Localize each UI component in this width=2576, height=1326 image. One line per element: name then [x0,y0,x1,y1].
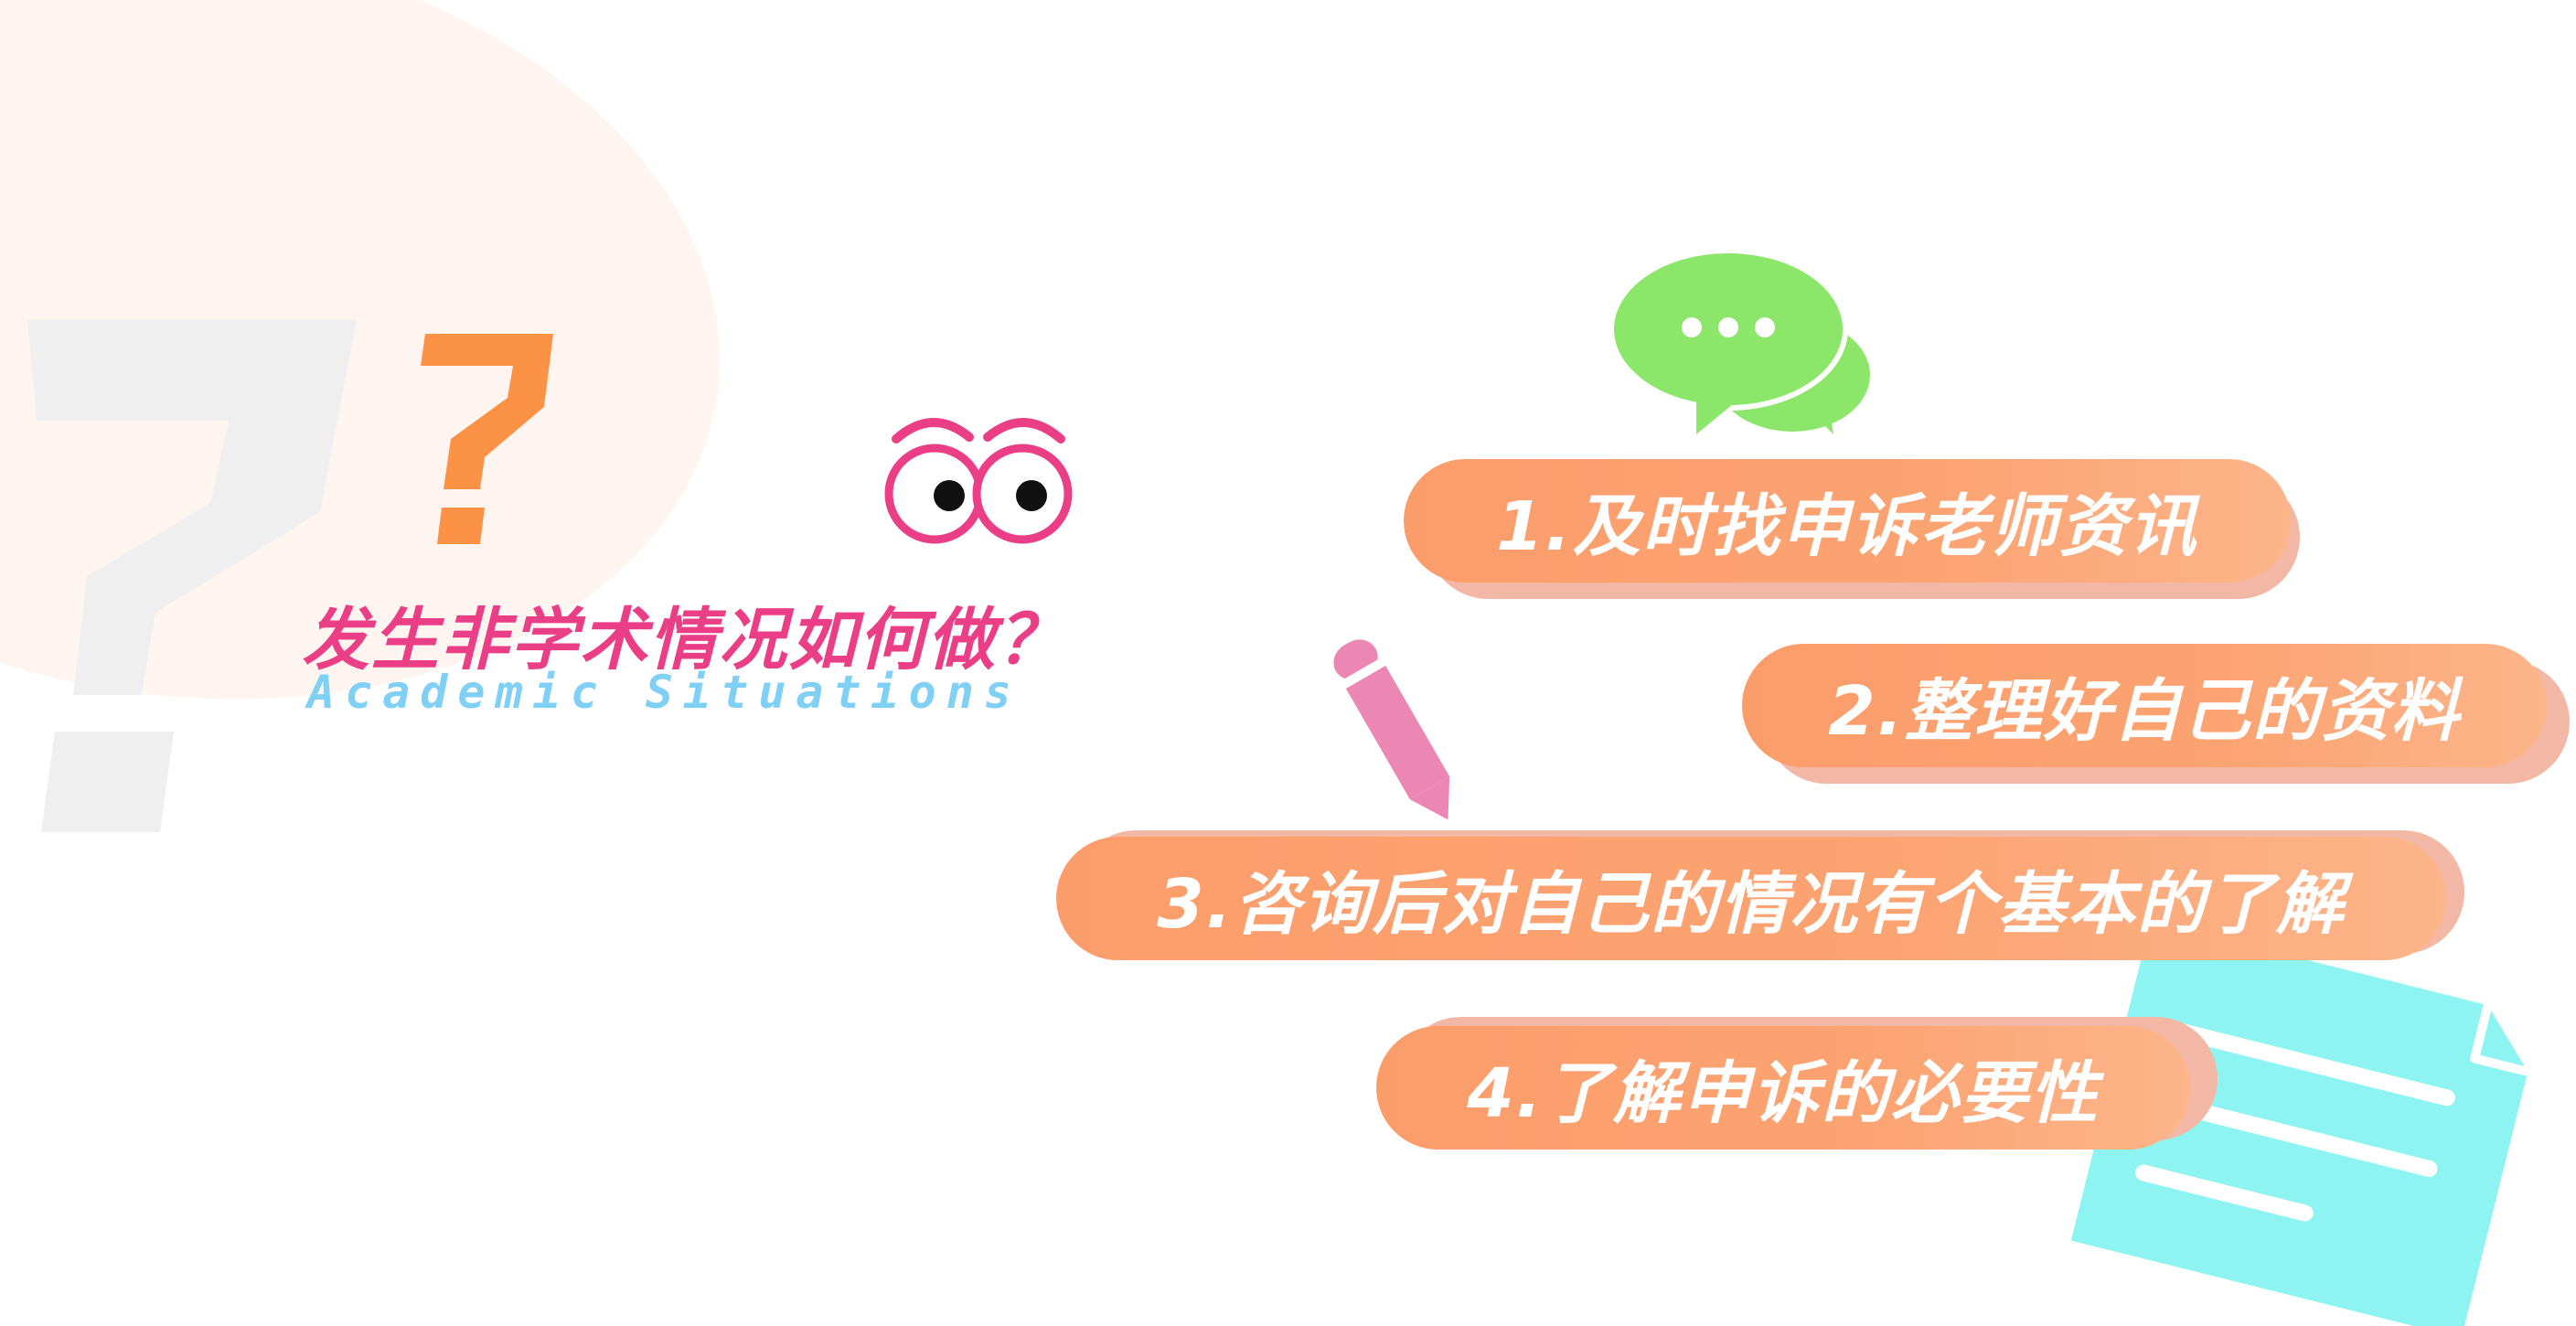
step-2-label: 2.整理好自己的资料 [1828,672,2461,751]
step-4-pill: 4.了解申诉的必要性 [1376,1026,2190,1150]
large-question-mark-icon [27,320,357,832]
step-4-label: 4.了解申诉的必要性 [1467,1054,2100,1133]
page-title: 发生非学术情况如何做？ [302,601,1066,679]
eyes-icon [884,418,1073,544]
pencil-icon [1333,639,1450,820]
step-1-pill: 1.及时找申诉老师资讯 [1404,459,2291,583]
chat-bubble-icon [1609,248,1870,434]
step-3-label: 3.咨询后对自己的情况有个基本的了解 [1157,865,2346,944]
step-1-label: 1.及时找申诉老师资讯 [1496,487,2198,566]
page-subtitle: Academic Situations [307,666,1021,719]
step-3-pill: 3.咨询后对自己的情况有个基本的了解 [1056,837,2446,960]
step-2-pill: 2.整理好自己的资料 [1742,644,2547,767]
question-mark-icon [421,334,553,544]
